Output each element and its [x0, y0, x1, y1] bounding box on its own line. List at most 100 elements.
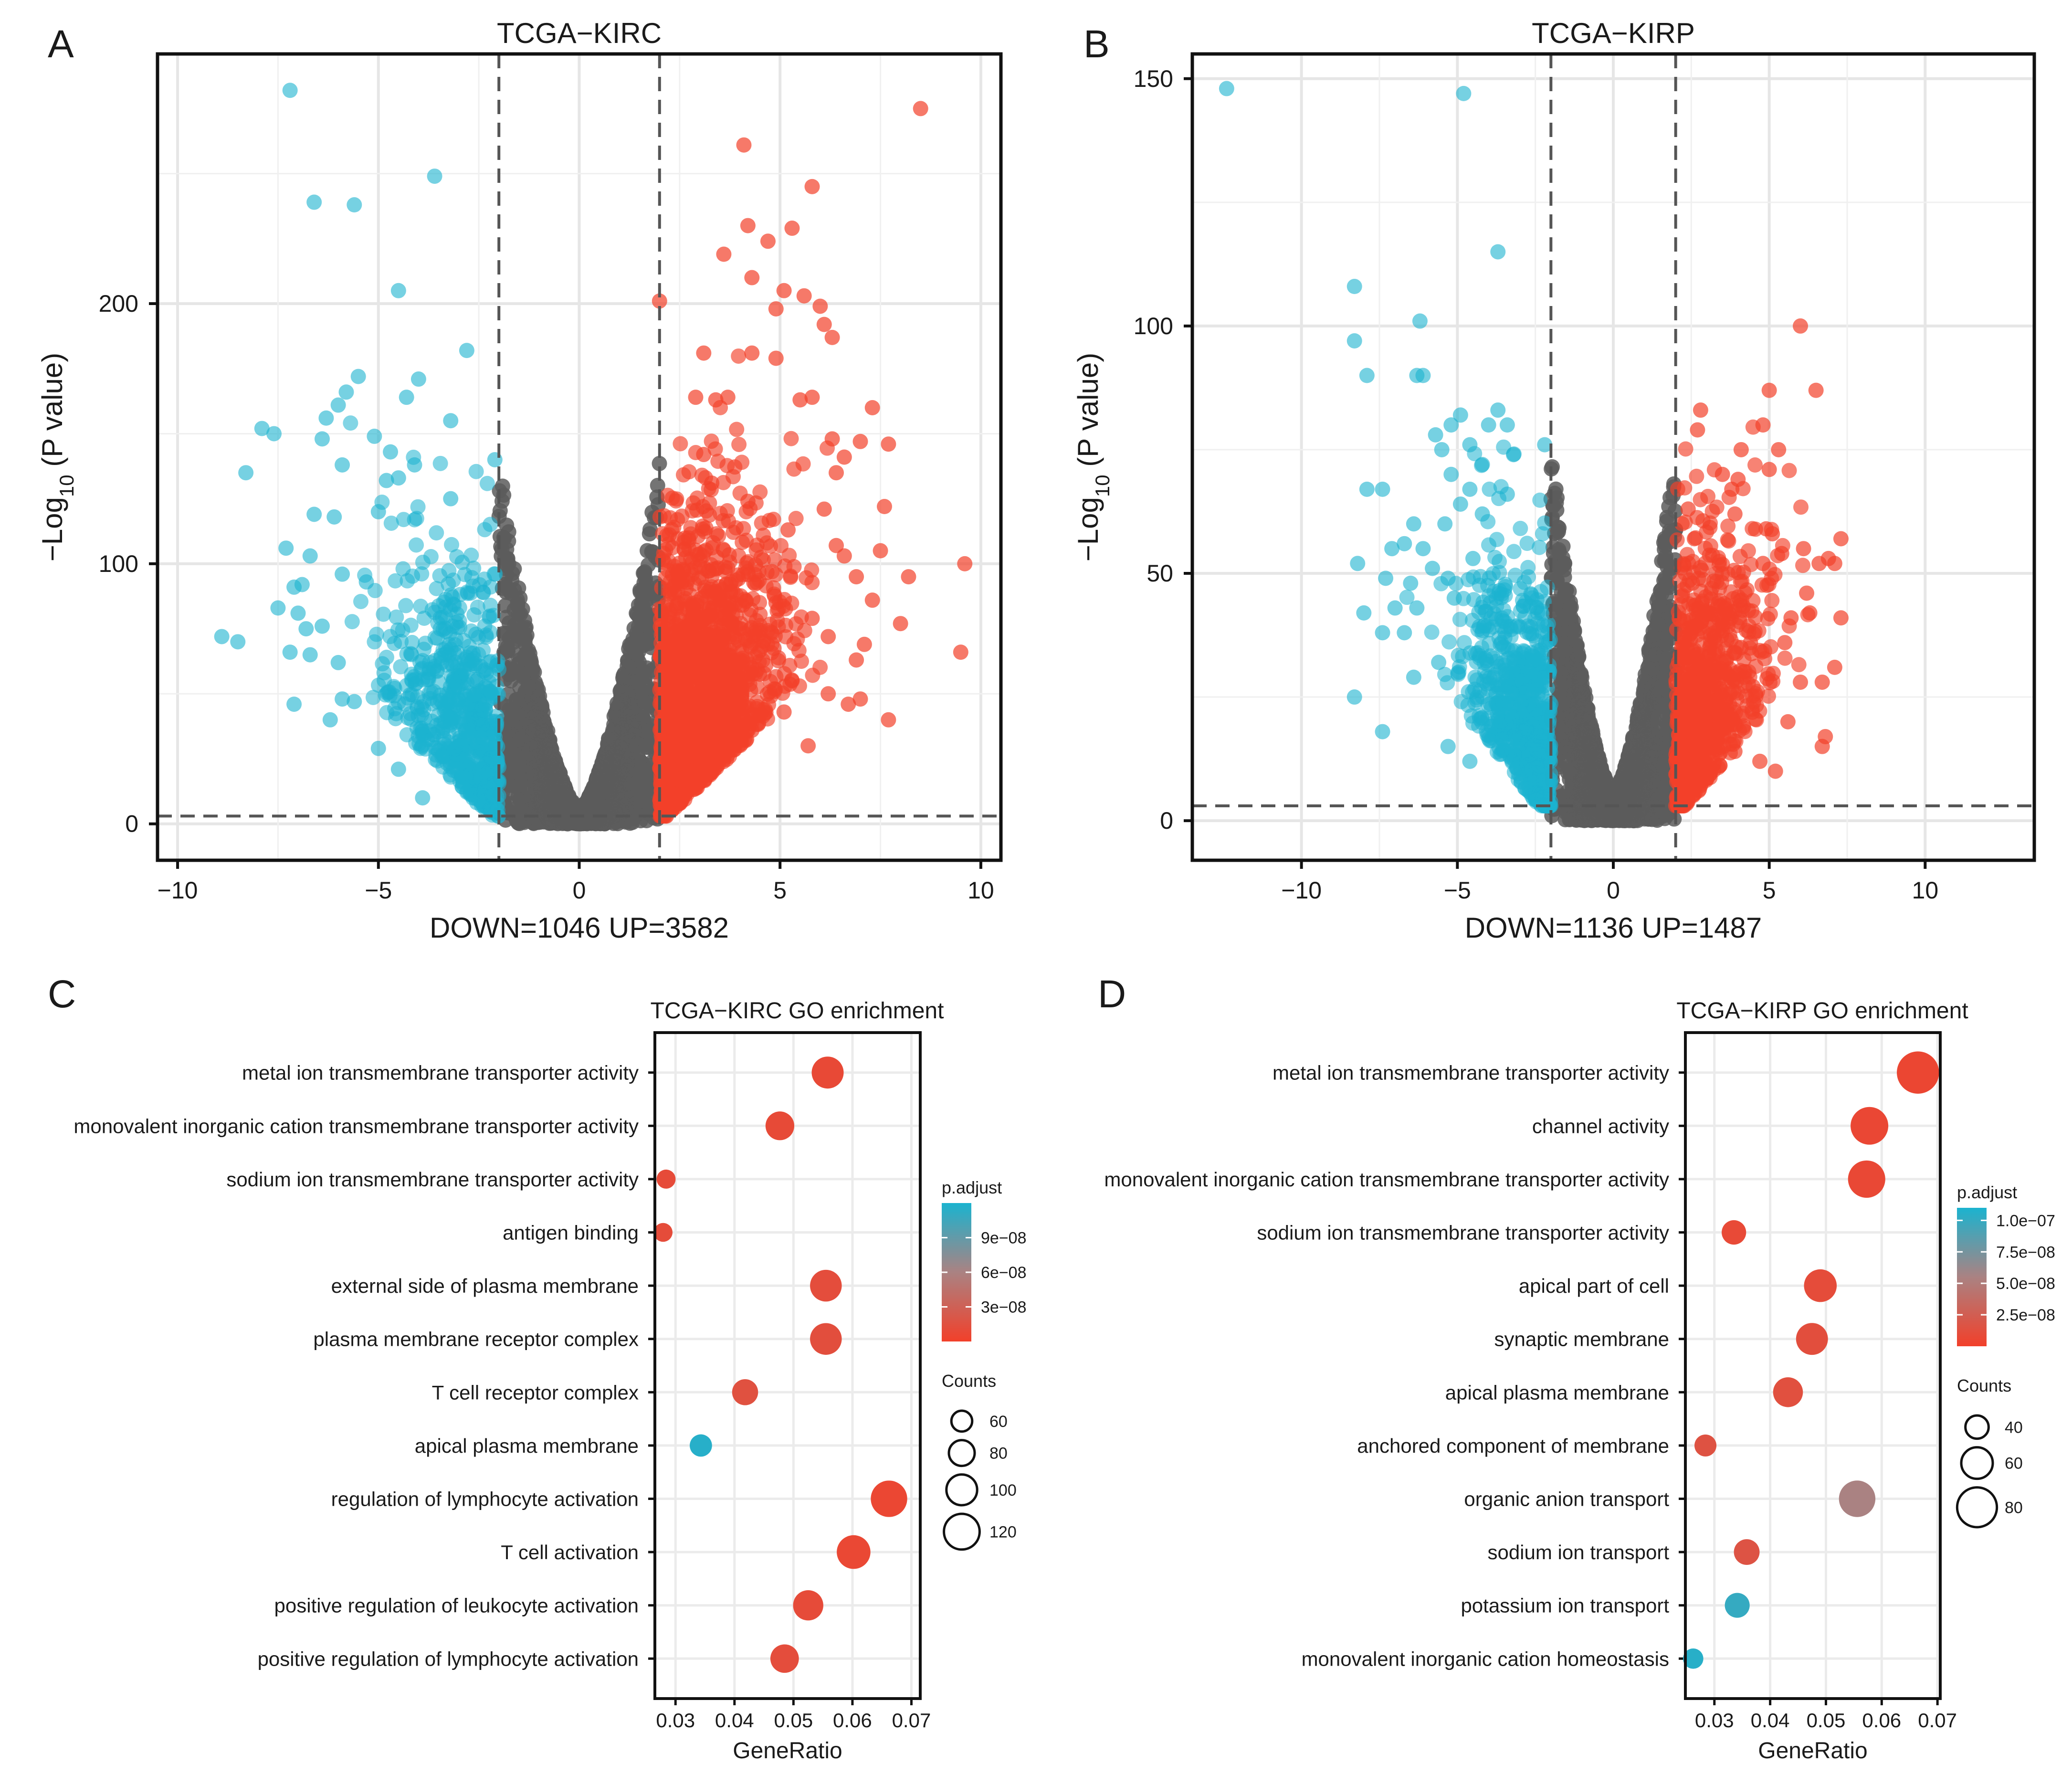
point-down — [477, 618, 493, 634]
point-ns — [638, 593, 653, 609]
point-ns — [553, 800, 569, 815]
point-up — [773, 538, 789, 553]
point-ns — [625, 639, 641, 655]
point-up — [768, 567, 784, 582]
point-up — [673, 436, 688, 452]
point-down — [432, 568, 448, 583]
point-up — [786, 461, 802, 477]
point-up — [736, 521, 751, 537]
point-ns — [607, 725, 622, 740]
point-up — [783, 570, 799, 585]
point-down — [483, 579, 498, 595]
point-down — [409, 510, 424, 526]
point-down — [445, 618, 461, 634]
point-up — [729, 422, 745, 437]
point-ns — [636, 575, 652, 591]
point-down — [421, 669, 436, 685]
point-down — [465, 687, 481, 703]
point-down — [382, 629, 398, 644]
point-down — [439, 708, 455, 724]
point-up — [681, 464, 697, 480]
point-down — [399, 727, 415, 743]
point-down — [398, 598, 414, 613]
point-up — [731, 348, 747, 364]
point-down — [379, 705, 395, 720]
point-ns — [549, 780, 565, 796]
point-ns — [526, 709, 542, 725]
point-down — [407, 672, 423, 687]
point-down — [353, 593, 368, 609]
point-up — [716, 640, 732, 655]
point-ns — [615, 741, 631, 757]
panel-label-a: A — [48, 22, 74, 66]
point-ns — [600, 744, 615, 760]
chart-title: TCGA−KIRC — [497, 17, 662, 49]
point-down — [443, 641, 459, 657]
point-up — [716, 542, 732, 558]
point-ns — [501, 524, 516, 540]
point-down — [463, 623, 479, 639]
point-ns — [544, 812, 560, 827]
point-down — [446, 741, 462, 757]
point-down — [414, 566, 430, 582]
point-ns — [585, 796, 600, 812]
point-up — [786, 636, 802, 652]
point-down — [452, 600, 467, 615]
point-ns — [510, 598, 526, 614]
point-down — [439, 755, 455, 771]
point-down — [466, 560, 482, 576]
point-up — [715, 655, 731, 670]
point-ns — [517, 760, 533, 775]
point-down — [483, 598, 498, 613]
point-up — [654, 655, 670, 671]
point-down — [462, 779, 478, 795]
point-up — [676, 542, 692, 558]
point-up — [719, 458, 735, 474]
point-ns — [533, 767, 548, 782]
point-ns — [527, 798, 543, 813]
point-up — [687, 616, 703, 632]
point-up — [752, 623, 768, 638]
point-down — [424, 732, 440, 748]
point-ns — [621, 790, 637, 806]
point-down — [383, 515, 399, 531]
point-ns — [507, 617, 523, 633]
point-down — [473, 729, 488, 745]
point-up — [766, 511, 781, 527]
point-ns — [505, 634, 521, 650]
point-down — [467, 656, 483, 672]
point-down — [460, 757, 476, 772]
point-ns — [505, 701, 521, 717]
point-down — [476, 706, 492, 721]
point-down — [400, 573, 415, 589]
point-ns — [503, 673, 519, 688]
point-down — [409, 537, 424, 553]
point-ns — [652, 455, 667, 471]
point-down — [410, 708, 426, 724]
point-up — [698, 520, 714, 536]
point-down — [432, 687, 448, 703]
point-ns — [638, 617, 654, 633]
point-up — [783, 431, 799, 446]
point-up — [731, 436, 747, 452]
point-ns — [534, 723, 550, 739]
point-ns — [635, 707, 651, 722]
point-down — [375, 656, 390, 672]
point-up — [767, 552, 783, 568]
point-down — [376, 606, 391, 622]
point-down — [468, 464, 484, 479]
point-down — [343, 415, 358, 431]
point-up — [759, 535, 775, 551]
point-down — [393, 659, 409, 675]
point-down — [438, 591, 453, 607]
point-up — [674, 609, 690, 624]
point-up — [812, 659, 828, 675]
point-up — [735, 535, 750, 550]
point-up — [674, 508, 690, 524]
point-up — [662, 527, 677, 543]
point-down — [432, 455, 448, 471]
point-down — [410, 689, 425, 705]
point-down — [415, 653, 431, 668]
